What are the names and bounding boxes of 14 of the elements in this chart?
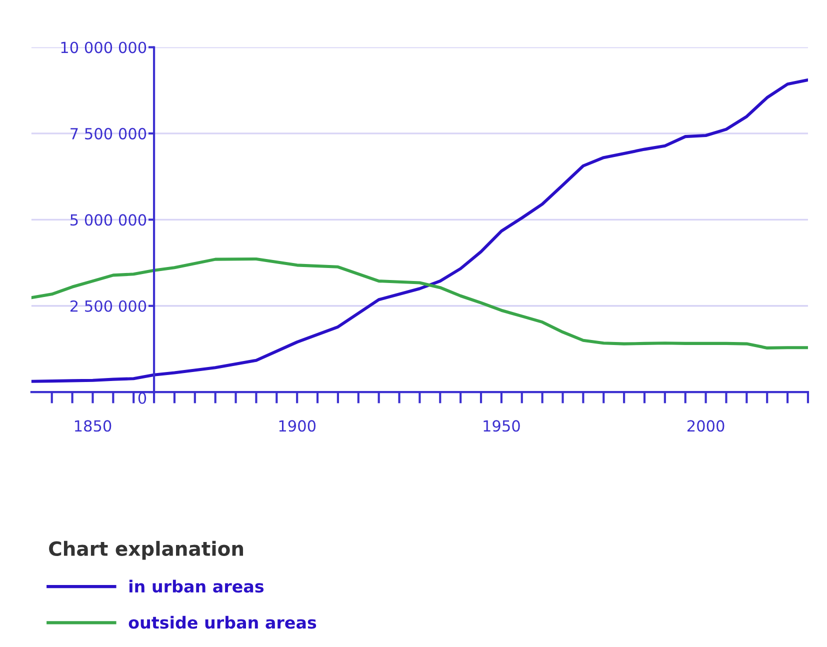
line-series [31,78,808,383]
legend-label: outside urban areas [128,616,316,629]
legend-label: in urban areas [129,580,264,593]
x-tick-label: 2000 [687,420,724,432]
y-tick-label: 10 000 000 [61,42,146,54]
legend-title: Chart explanation [49,540,244,560]
y-tick-label: 2 500 000 [70,300,146,312]
x-tick-label: 1950 [484,420,520,432]
y-tick-label: 7 500 000 [70,128,146,140]
x-tick-label: 1850 [74,420,112,432]
y-tick-label: 0 [138,392,146,404]
x-tick-label: 1900 [279,420,316,432]
y-tick-label: 5 000 000 [70,214,146,226]
line-series [31,257,808,350]
